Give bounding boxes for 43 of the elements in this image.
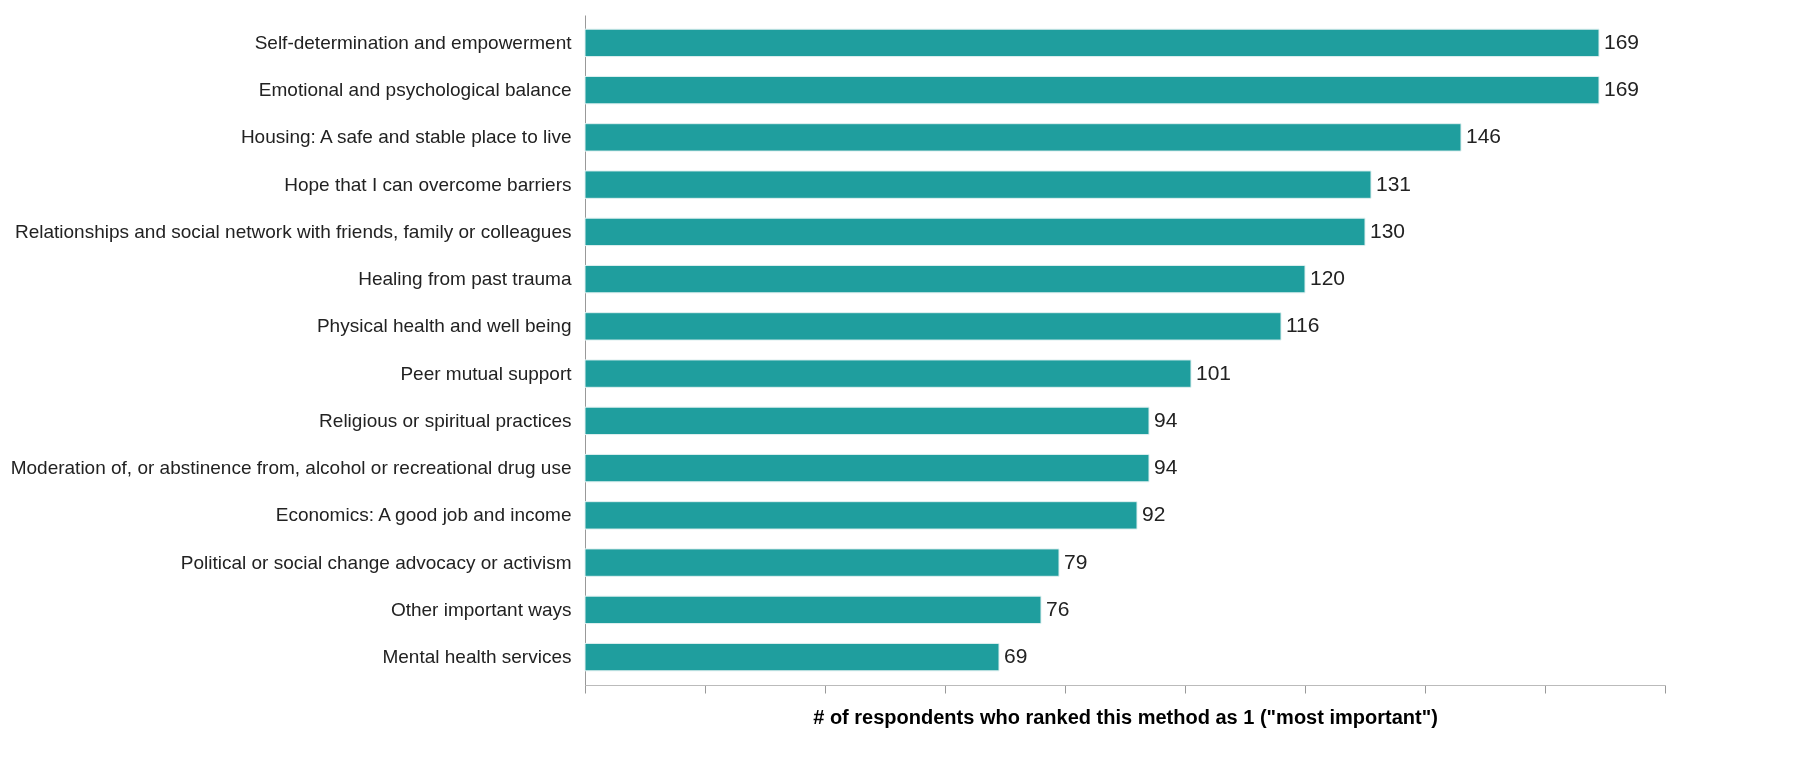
data-label: 94 <box>1154 407 1178 431</box>
y-tick-label: Self-determination and empowerment <box>254 31 573 53</box>
y-tick-label: Economics: A good job and income <box>275 504 572 526</box>
y-tick-label: Hope that I can overcome barriers <box>284 173 572 195</box>
y-tick-label: Peer mutual support <box>400 362 573 384</box>
bar <box>584 28 1600 58</box>
bar <box>584 75 1600 105</box>
data-label: 131 <box>1376 171 1412 195</box>
data-label: 146 <box>1466 124 1502 148</box>
bar <box>584 406 1150 436</box>
y-tick-label: Other important ways <box>390 598 572 620</box>
bar <box>584 548 1060 577</box>
bar <box>584 170 1372 199</box>
bar <box>584 359 1192 388</box>
y-tick-label: Political or social change advocacy or activism <box>180 551 572 573</box>
data-label: 130 <box>1370 218 1406 242</box>
y-tick-label: Housing: A safe and stable place to live <box>240 126 572 148</box>
bar <box>584 453 1150 483</box>
x-axis-title: # of respondents who ranked this method as 1 ("most important") <box>813 706 1438 728</box>
data-label: 169 <box>1604 77 1640 101</box>
data-label: 120 <box>1310 266 1346 290</box>
y-tick-label: Relationships and social network with friends, family or colleagues <box>14 220 572 242</box>
data-label: 101 <box>1196 360 1232 384</box>
data-label: 116 <box>1286 313 1320 337</box>
y-tick-label: Religious or spiritual practices <box>319 409 572 431</box>
data-label: 79 <box>1064 549 1088 573</box>
bar <box>584 264 1306 294</box>
bar <box>584 217 1366 247</box>
bar <box>584 642 1000 672</box>
bar <box>584 501 1138 530</box>
y-tick-label: Emotional and psychological balance <box>258 79 572 101</box>
data-label: 69 <box>1004 644 1028 668</box>
y-tick-label: Healing from past trauma <box>358 268 572 290</box>
y-tick-label: Moderation of, or abstinence from, alcohol or recreational drug use <box>10 457 572 479</box>
bar <box>584 312 1282 341</box>
y-tick-label: Physical health and well being <box>316 315 572 337</box>
y-tick-label: Mental health services <box>382 646 572 668</box>
data-label: 76 <box>1046 596 1070 620</box>
bar <box>584 595 1042 625</box>
data-label: 169 <box>1604 29 1640 53</box>
data-label: 92 <box>1142 502 1166 526</box>
data-label: 94 <box>1154 455 1178 479</box>
bar <box>584 123 1462 152</box>
